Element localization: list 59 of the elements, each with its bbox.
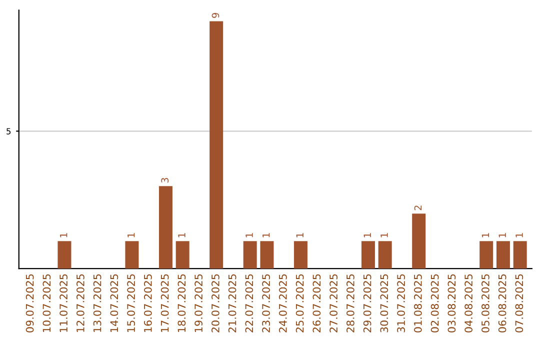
x-tick-label: 06.08.2025 <box>498 274 506 332</box>
data-label: 1 <box>482 233 490 238</box>
x-tick-label: 25.07.2025 <box>296 274 304 332</box>
x-tick-label: 28.07.2025 <box>346 274 354 332</box>
data-label: 3 <box>161 178 169 183</box>
data-label: 1 <box>128 233 135 238</box>
bar <box>412 214 426 269</box>
data-label: 2 <box>414 206 422 210</box>
x-tick-label: 01.08.2025 <box>414 274 422 332</box>
bar <box>243 241 257 269</box>
x-tick-label: 15.07.2025 <box>127 274 135 332</box>
x-tick-label: 22.07.2025 <box>245 274 254 332</box>
x-tick-label: 31.07.2025 <box>397 274 405 332</box>
bar <box>378 241 392 269</box>
data-label: 1 <box>498 233 506 238</box>
x-tick-label: 05.08.2025 <box>481 274 490 332</box>
x-tick-label: 12.07.2025 <box>76 274 84 332</box>
data-label: 1 <box>178 233 186 238</box>
x-tick-label: 07.08.2025 <box>515 274 524 332</box>
bar <box>210 21 224 269</box>
x-tick-label: 23.07.2025 <box>262 274 270 332</box>
x-tick-label: 14.07.2025 <box>110 274 118 332</box>
x-tick-label: 17.07.2025 <box>160 274 169 332</box>
bar <box>496 241 510 269</box>
bar <box>176 241 190 269</box>
bar <box>513 241 527 269</box>
bar <box>480 241 494 269</box>
data-label: 1 <box>380 233 388 238</box>
bar <box>125 241 139 269</box>
bar <box>294 241 308 269</box>
data-label: 1 <box>516 233 523 238</box>
x-tick-label: 24.07.2025 <box>278 274 287 332</box>
x-tick-label: 30.07.2025 <box>380 274 388 332</box>
data-label: 1 <box>262 233 270 238</box>
x-tick-label: 02.08.2025 <box>430 274 439 332</box>
data-label: 9 <box>212 12 220 18</box>
data-label: 1 <box>246 233 253 238</box>
x-tick-label: 27.07.2025 <box>330 274 338 332</box>
bar <box>260 241 274 269</box>
x-tick-label: 19.07.2025 <box>194 274 202 332</box>
x-tick-label: 18.07.2025 <box>178 274 186 332</box>
x-tick-label: 26.07.2025 <box>312 274 321 332</box>
bar <box>158 186 172 269</box>
data-label: 1 <box>296 233 304 238</box>
data-label: 1 <box>364 233 371 238</box>
data-label: 1 <box>60 233 68 238</box>
x-tick-label: 11.07.2025 <box>60 274 68 332</box>
x-tick-label: 09.07.2025 <box>26 274 34 332</box>
x-tick-label: 10.07.2025 <box>42 274 51 332</box>
bar <box>58 241 72 269</box>
x-tick-label: 13.07.2025 <box>93 274 102 332</box>
y-tick-label: 5 <box>6 128 11 134</box>
x-tick-label: 20.07.2025 <box>211 274 220 332</box>
x-tick-label: 04.08.2025 <box>464 274 472 332</box>
bar <box>361 241 375 269</box>
x-tick-label: 03.08.2025 <box>448 274 456 332</box>
x-tick-label: 16.07.2025 <box>144 274 152 332</box>
x-tick-label: 21.07.2025 <box>228 274 236 332</box>
x-tick-label: 29.07.2025 <box>363 274 372 332</box>
